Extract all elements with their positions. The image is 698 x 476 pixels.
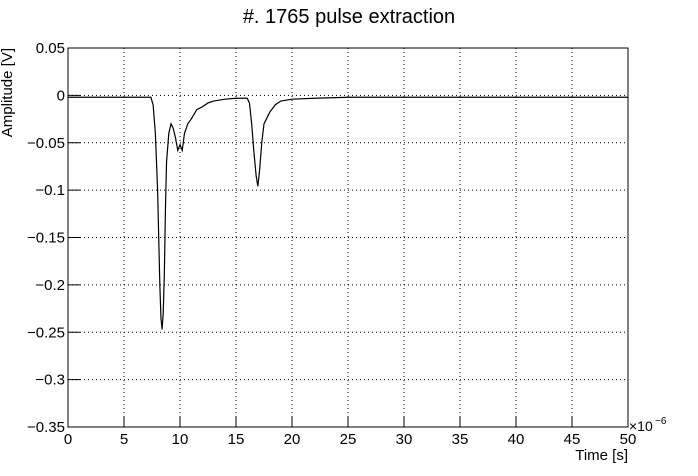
y-tick-label: −0.3 [35,372,65,389]
y-tick-label: 0.05 [36,40,65,57]
x-tick-label: 10 [172,431,189,448]
x-tick-label: 35 [452,431,469,448]
x-tick-label: 40 [508,431,525,448]
y-tick-label: −0.1 [35,182,65,199]
y-tick-label: −0.2 [35,277,65,294]
x-tick-label: 15 [228,431,245,448]
y-tick-label: −0.05 [27,135,65,152]
x-multiplier: ×10 [629,418,653,434]
y-axis-label: Amplitude [V] [0,48,16,137]
x-tick-label: 0 [64,431,72,448]
x-exponent: −6 [655,416,667,427]
plot-frame [67,47,629,428]
chart-title: #. 1765 pulse extraction [243,6,455,28]
y-tick-label: 0 [57,87,65,104]
x-tick-label: 20 [284,431,301,448]
x-tick-label: 45 [564,431,581,448]
waveform [68,96,628,330]
y-tick-label: −0.15 [27,230,65,247]
y-tick-label: −0.35 [27,419,65,436]
x-tick-label: 50 [620,431,637,448]
x-tick-label: 30 [396,431,413,448]
y-tick-label: −0.25 [27,324,65,341]
x-tick-label: 25 [340,431,357,448]
x-tick-label: 5 [120,431,128,448]
x-axis-label: Time [s] [575,447,628,464]
